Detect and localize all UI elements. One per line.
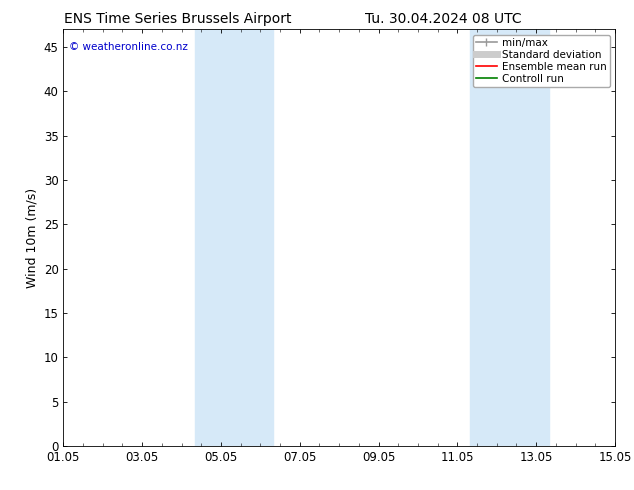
Bar — [195, 29, 273, 446]
Bar — [470, 29, 549, 446]
Text: ENS Time Series Brussels Airport: ENS Time Series Brussels Airport — [64, 12, 291, 26]
Legend: min/max, Standard deviation, Ensemble mean run, Controll run: min/max, Standard deviation, Ensemble me… — [473, 35, 610, 87]
Text: © weatheronline.co.nz: © weatheronline.co.nz — [69, 42, 188, 52]
Text: Tu. 30.04.2024 08 UTC: Tu. 30.04.2024 08 UTC — [365, 12, 522, 26]
Y-axis label: Wind 10m (m/s): Wind 10m (m/s) — [25, 188, 38, 288]
